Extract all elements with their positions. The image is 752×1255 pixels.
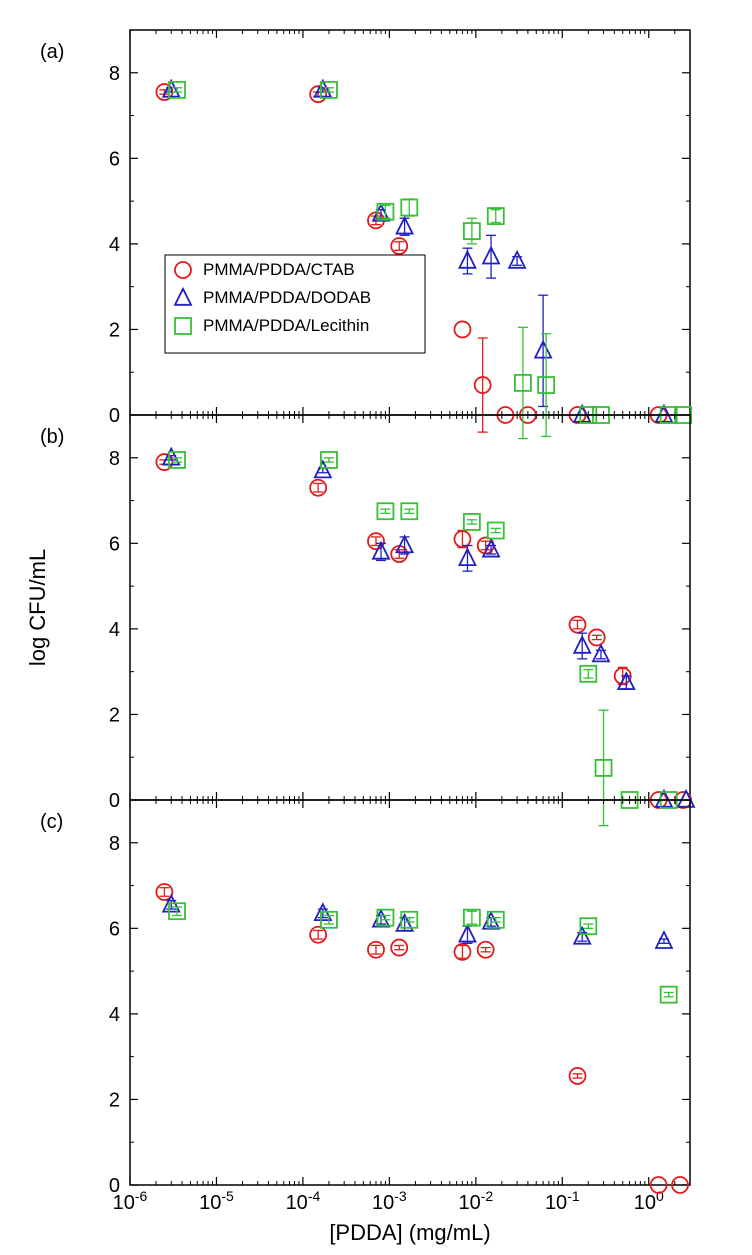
svg-text:8: 8 [109, 63, 120, 85]
series-PMMA/PDDA/Lecithin [169, 452, 677, 826]
panel-label: (b) [40, 426, 64, 448]
series-PMMA/PDDA/Lecithin [169, 903, 677, 1002]
svg-text:4: 4 [109, 234, 120, 256]
svg-text:10-3: 10-3 [372, 1188, 407, 1214]
svg-text:2: 2 [109, 704, 120, 726]
svg-text:8: 8 [109, 448, 120, 470]
svg-text:8: 8 [109, 833, 120, 855]
svg-text:100: 100 [634, 1188, 664, 1214]
legend-item-label: PMMA/PDDA/Lecithin [203, 316, 369, 335]
panel-1: 0 2 4 6 8 (b) [40, 415, 694, 826]
svg-text:6: 6 [109, 533, 120, 555]
series-PMMA/PDDA/DODAB [163, 81, 672, 422]
x-axis-label: [PDDA] (mg/mL) [329, 1220, 490, 1245]
svg-text:10-5: 10-5 [199, 1188, 234, 1214]
panel-label: (a) [40, 41, 64, 63]
panel-label: (c) [40, 811, 63, 833]
figure: log CFU/mL02468(a)PMMA/PDDA/CTABPMMA/PDD… [0, 0, 752, 1255]
svg-text:2: 2 [109, 1089, 120, 1111]
svg-text:4: 4 [109, 619, 120, 641]
panel-0: 02468(a)PMMA/PDDA/CTABPMMA/PDDA/DODABPMM… [40, 30, 691, 439]
y-axis-label: log CFU/mL [25, 549, 50, 666]
svg-text:10-2: 10-2 [458, 1188, 493, 1214]
svg-text:4: 4 [109, 1004, 120, 1026]
panel-2: 0246810-610-510-410-310-210-1100[PDDA] (… [40, 800, 690, 1245]
svg-text:6: 6 [109, 148, 120, 170]
svg-text:6: 6 [109, 918, 120, 940]
series-PMMA/PDDA/CTAB [156, 884, 688, 1193]
svg-text:0: 0 [109, 405, 120, 427]
svg-text:10-4: 10-4 [286, 1188, 321, 1214]
svg-text:10-1: 10-1 [545, 1188, 580, 1214]
series-PMMA/PDDA/DODAB [163, 449, 694, 807]
legend-item-label: PMMA/PDDA/CTAB [203, 260, 355, 279]
svg-text:2: 2 [109, 319, 120, 341]
svg-text:0: 0 [109, 790, 120, 812]
legend: PMMA/PDDA/CTAB PMMA/PDDA/DODAB PMMA/PDDA/L… [165, 255, 425, 353]
series-PMMA/PDDA/CTAB [156, 454, 691, 808]
svg-text:10-6: 10-6 [113, 1188, 148, 1214]
legend-item-label: PMMA/PDDA/DODAB [203, 288, 371, 307]
